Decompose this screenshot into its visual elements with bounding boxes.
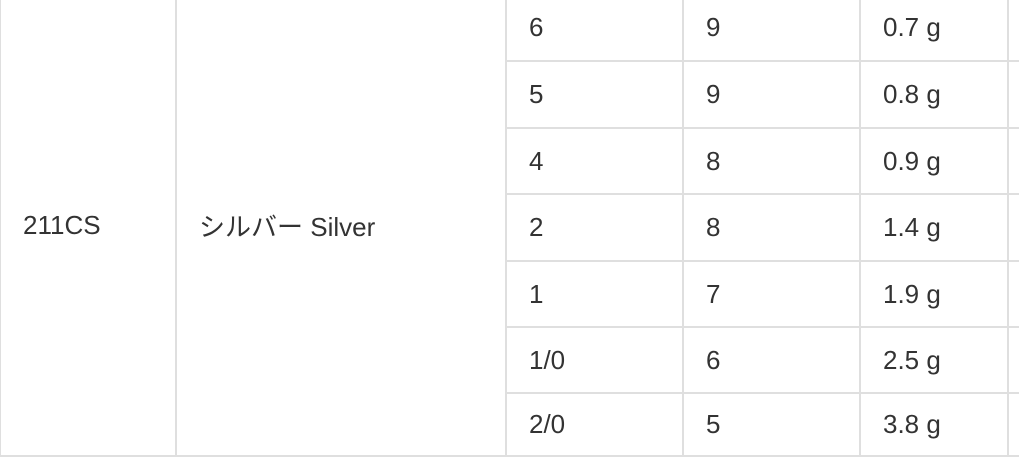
weight-cell: 1.4 g (859, 193, 1009, 262)
count-cell: 9 (682, 0, 861, 62)
edge-cell (1007, 392, 1019, 457)
size-cell: 6 (505, 0, 684, 62)
table-row: 1 7 1.9 g (0, 260, 1019, 328)
table-row: 2 8 1.4 g (0, 193, 1019, 262)
size-cell: 1/0 (505, 326, 684, 394)
count-cell: 5 (682, 392, 861, 457)
edge-cell (1007, 326, 1019, 394)
edge-cell (1007, 260, 1019, 328)
edge-cell (1007, 193, 1019, 262)
count-cell: 6 (682, 326, 861, 394)
weight-cell: 0.8 g (859, 60, 1009, 129)
table-row: 1/0 6 2.5 g (0, 326, 1019, 394)
model-cell: 211CS (0, 0, 177, 457)
weight-cell: 2.5 g (859, 326, 1009, 394)
size-cell: 2/0 (505, 392, 684, 457)
weight-cell: 3.8 g (859, 392, 1009, 457)
count-cell: 8 (682, 193, 861, 262)
count-cell: 8 (682, 127, 861, 195)
weight-cell: 0.9 g (859, 127, 1009, 195)
weight-cell: 1.9 g (859, 260, 1009, 328)
count-cell: 7 (682, 260, 861, 328)
color-cell: シルバー Silver (175, 0, 507, 457)
edge-cell (1007, 127, 1019, 195)
table-row: 2/0 5 3.8 g (0, 392, 1019, 457)
size-cell: 4 (505, 127, 684, 195)
size-cell: 5 (505, 60, 684, 129)
size-cell: 1 (505, 260, 684, 328)
weight-cell: 0.7 g (859, 0, 1009, 62)
table-row: 5 9 0.8 g (0, 60, 1019, 129)
edge-cell (1007, 0, 1019, 62)
count-cell: 9 (682, 60, 861, 129)
size-cell: 2 (505, 193, 684, 262)
table-row: 4 8 0.9 g (0, 127, 1019, 195)
edge-cell (1007, 60, 1019, 129)
